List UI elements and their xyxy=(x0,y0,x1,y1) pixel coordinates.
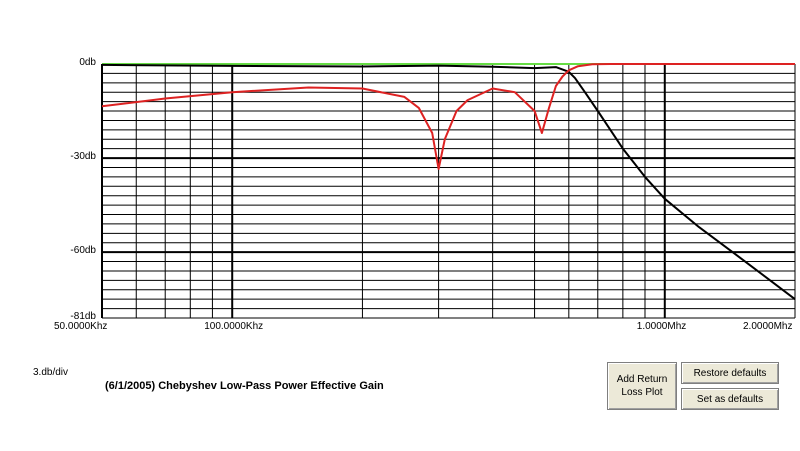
set-as-defaults-button[interactable]: Set as defaults xyxy=(681,388,779,410)
plot-grid xyxy=(101,63,796,319)
x-tick-label: 1.0000Mhz xyxy=(636,321,687,332)
x-tick-label: 100.0000Khz xyxy=(204,321,264,332)
plot-series xyxy=(101,63,796,300)
y-tick-label: 0db xyxy=(79,57,96,68)
y-tick-label: -60db xyxy=(70,245,96,257)
add-return-loss-plot-button[interactable]: Add Return Loss Plot xyxy=(607,362,677,410)
y-tick-label: -81db xyxy=(70,311,96,322)
series-line-2 xyxy=(101,63,795,170)
scale-label: 3.db/div xyxy=(33,367,69,378)
x-tick-label: 50.0000Khz xyxy=(54,321,108,332)
series-line-1 xyxy=(101,63,796,300)
restore-defaults-button[interactable]: Restore defaults xyxy=(681,362,779,384)
y-tick-label: -30db xyxy=(70,151,96,163)
chart-title: (6/1/2005) Chebyshev Low-Pass Power Effe… xyxy=(105,380,384,392)
x-tick-label: 2.0000Mhz xyxy=(743,321,793,332)
